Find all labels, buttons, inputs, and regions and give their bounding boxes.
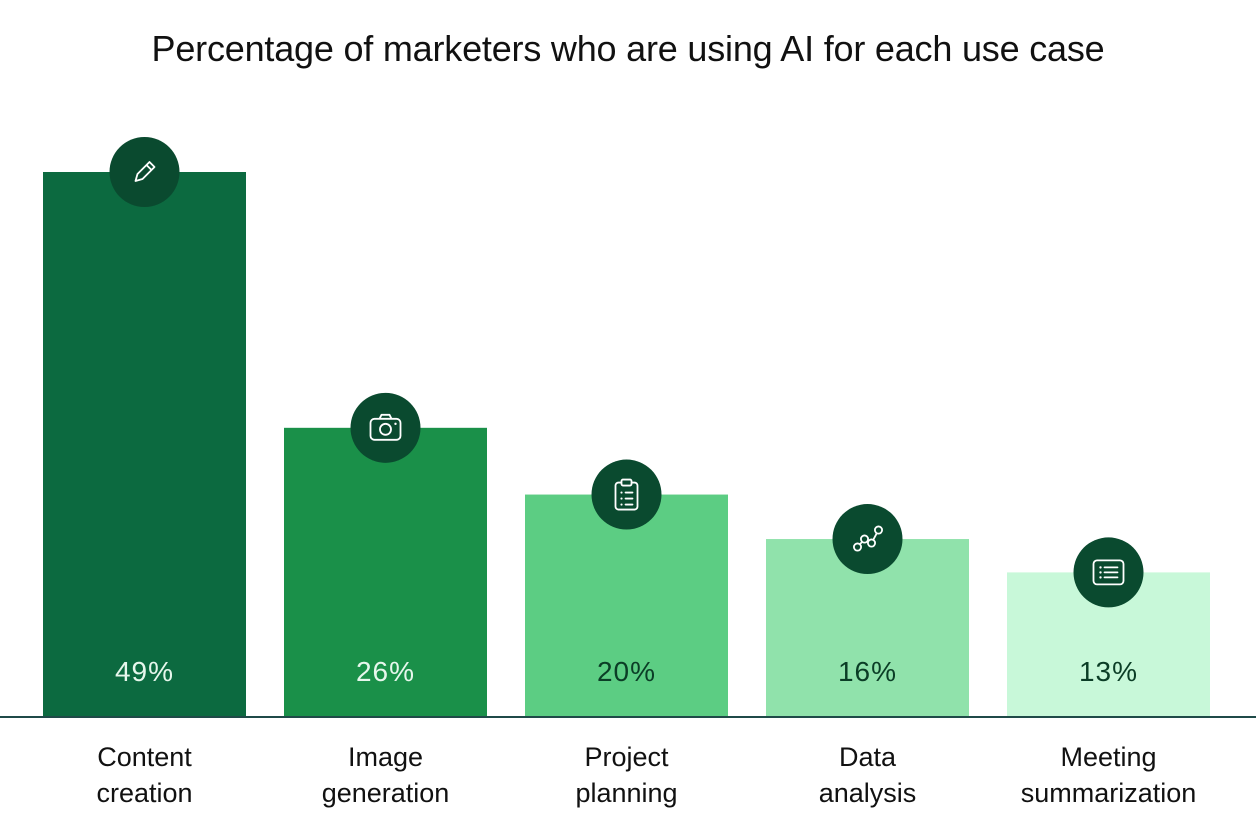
list-icon: [1092, 559, 1125, 586]
icon-badge: [1073, 537, 1144, 608]
camera-icon: [369, 413, 402, 441]
bars-layer: 49% 26% 20% 16% 13%: [43, 137, 1210, 717]
icon-badge: [591, 459, 662, 530]
chart-title: Percentage of marketers who are using AI…: [151, 28, 1105, 69]
icon-badge: [832, 504, 903, 575]
bar-value-label: 16%: [838, 656, 897, 687]
bar-image-generation: [284, 427, 487, 717]
category-labels: Content creation Image generation Project pla…: [96, 742, 1196, 808]
icon-badge: [350, 392, 421, 463]
clipboard-icon: [614, 478, 639, 511]
bar-value-label: 49%: [115, 656, 174, 687]
bar-project-planning: [525, 494, 728, 717]
bar-value-label: 20%: [597, 656, 656, 687]
icon-badge: [109, 137, 180, 207]
category-label: Image generation: [322, 742, 450, 808]
category-label: Content creation: [96, 742, 192, 808]
bar-value-label: 26%: [356, 656, 415, 687]
line-chart-icon: [852, 525, 883, 552]
category-label: Project planning: [575, 742, 677, 808]
bar-value-label: 13%: [1079, 656, 1138, 687]
category-label: Meeting summarization: [1021, 742, 1197, 808]
bar-content-creation: [43, 172, 246, 717]
pencil-icon: [134, 161, 156, 182]
category-label: Data analysis: [819, 742, 917, 808]
